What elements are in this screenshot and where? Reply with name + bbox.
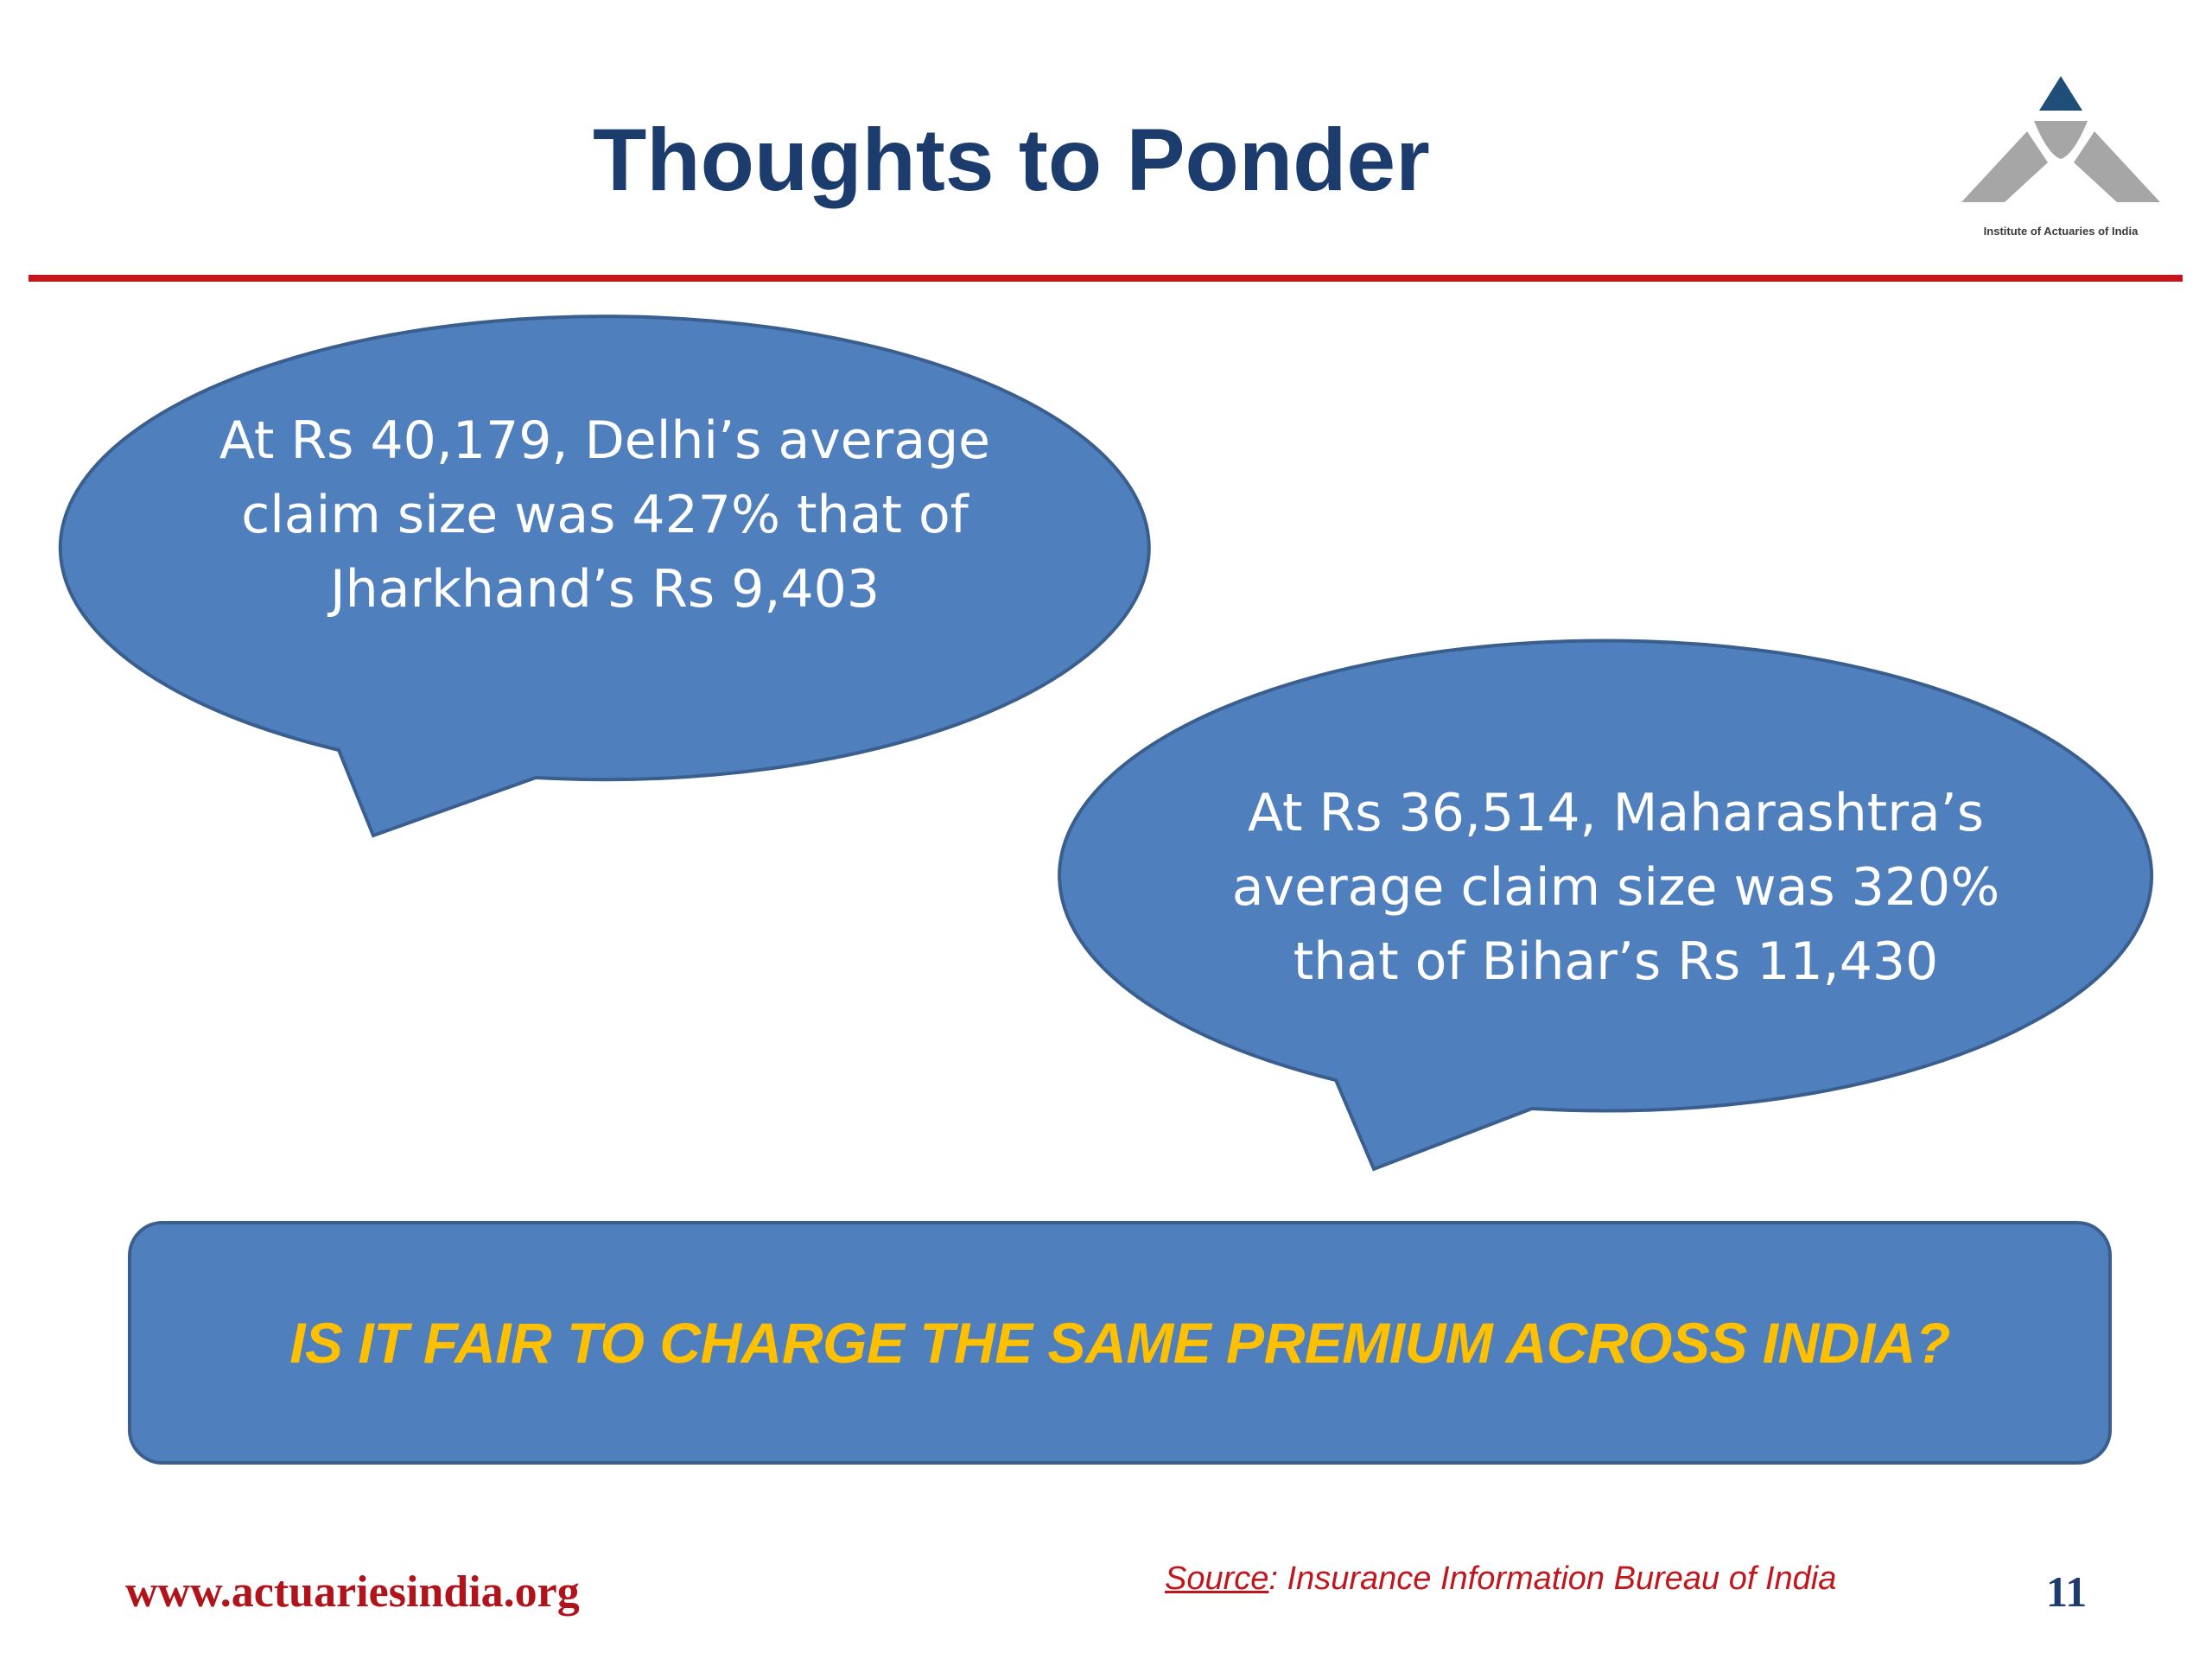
question-box: IS IT FAIR TO CHARGE THE SAME PREMIUM AC… [128, 1221, 2112, 1465]
source-label: Source [1165, 1560, 1269, 1597]
question-text: IS IT FAIR TO CHARGE THE SAME PREMIUM AC… [289, 1311, 1950, 1375]
speech-bubble-maharashtra [1058, 639, 2154, 1172]
bubble-line: Jharkhand’s Rs 9,403 [329, 559, 880, 620]
actuaries-triangle-logo-icon [1961, 76, 2160, 202]
source-note: Source: Insurance Information Bureau of … [1165, 1560, 1836, 1598]
title-divider [29, 275, 2183, 282]
logo-caption: Institute of Actuaries of India [1983, 225, 2139, 238]
bubble-line: that of Bihar’s Rs 11,430 [1293, 931, 1939, 992]
page-number: 11 [2046, 1567, 2088, 1616]
bubble-line: average claim size was 320% [1231, 857, 2000, 918]
bubble-line: At Rs 36,514, Maharashtra’s [1247, 783, 1985, 843]
slide-title: Thoughts to Ponder [593, 111, 1430, 209]
speech-bubble-delhi [58, 315, 1151, 838]
bubble-text-maharashtra: At Rs 36,514, Maharashtra’s average clai… [1084, 776, 2147, 999]
actuaries-logo [1953, 73, 2169, 245]
bubble-text-delhi: At Rs 40,179, Delhi’s average claim size… [86, 404, 1123, 626]
bubble-line: claim size was 427% that of [241, 485, 969, 545]
source-text: : Insurance Information Bureau of India [1268, 1560, 1837, 1597]
website-link[interactable]: www.actuariesindia.org [125, 1567, 580, 1617]
bubble-line: At Rs 40,179, Delhi’s average [219, 410, 991, 471]
